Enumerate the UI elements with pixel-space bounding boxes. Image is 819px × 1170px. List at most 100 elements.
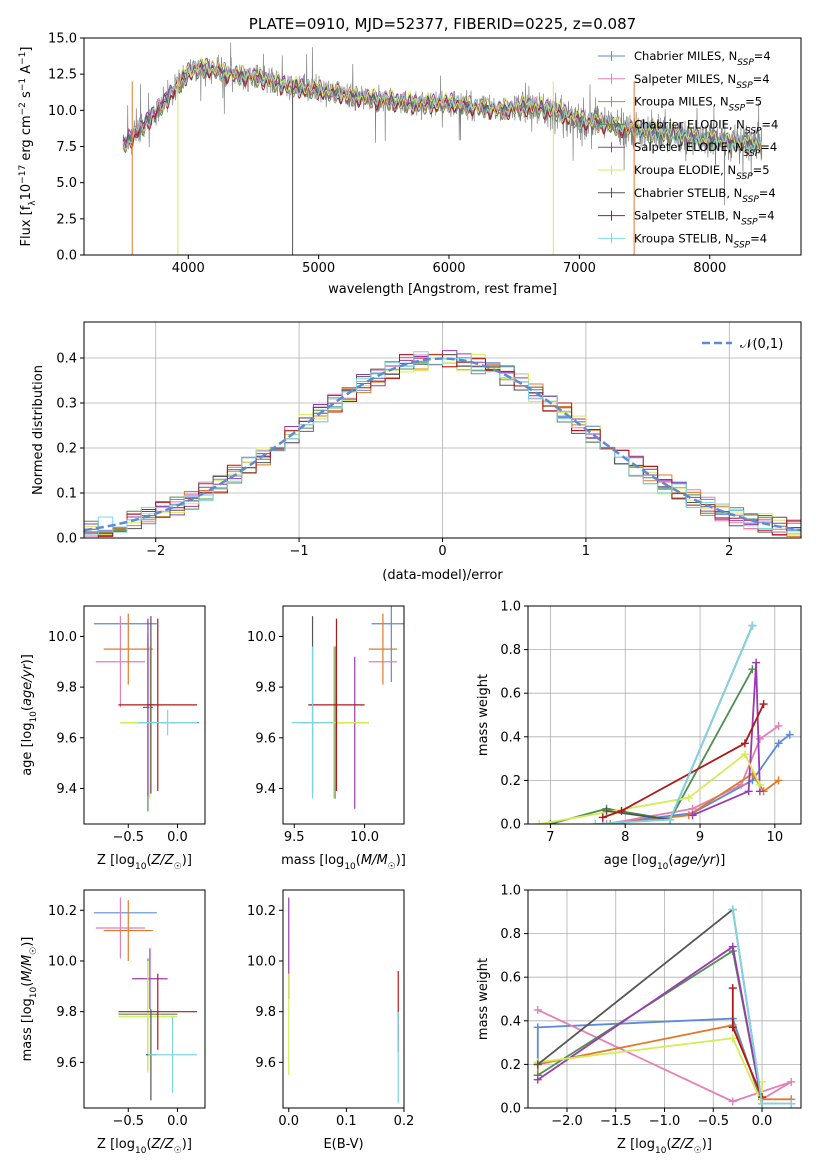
weight-marker <box>666 815 675 824</box>
weight-marker <box>740 739 749 748</box>
label-part: )] <box>702 1137 712 1152</box>
x-tick-label: 8000 <box>693 261 726 276</box>
label-part: Salpeter MILES, N <box>634 72 736 86</box>
y-tick-label: 0.2 <box>500 1058 521 1073</box>
y-tick-label: 10.0 <box>247 954 276 969</box>
x-tick-label: −2.0 <box>551 1114 583 1129</box>
label-part: Salpeter STELIB, N <box>634 209 741 223</box>
y-tick-label: 0.4 <box>500 1014 521 1029</box>
label-part: =5 <box>745 95 762 109</box>
y-tick-label: 0.0 <box>500 818 521 833</box>
x-tick-label: 0.0 <box>278 1114 299 1129</box>
legend-label: Chabrier STELIB, NSSP=4 <box>634 186 776 205</box>
weight-marker <box>728 905 737 914</box>
label-part: −17 <box>18 165 28 184</box>
label-part: =4 <box>758 209 775 223</box>
weight-marker <box>748 621 757 630</box>
label-part: ( <box>146 1137 151 1152</box>
label-part: 10 <box>29 986 39 998</box>
y-tick-label: 9.8 <box>255 681 276 696</box>
label-part: age/yr <box>20 663 35 706</box>
weight-marker <box>752 658 761 667</box>
label-part: ( <box>356 853 361 868</box>
weight-marker <box>774 739 783 748</box>
label-part: ☉ <box>174 862 182 872</box>
x-axis-label: mass [log10(M/M☉)] <box>281 853 406 872</box>
weight-marker <box>785 730 794 739</box>
y-tick-label: 15.0 <box>48 32 77 47</box>
spectrum-lines <box>122 42 763 255</box>
x-tick-label: 0.1 <box>336 1114 357 1129</box>
label-part: ☉ <box>174 1146 182 1156</box>
weight-marker <box>740 750 749 759</box>
y-tick-label: 9.6 <box>56 1056 77 1071</box>
label-part: Z/Z <box>151 853 175 868</box>
label-part: SSP <box>736 81 753 91</box>
chart-title: PLATE=0910, MJD=52377, FIBERID=0225, z=0… <box>249 15 636 33</box>
x-axis-label: Z [log10(Z/Z☉)] <box>97 1137 192 1156</box>
x-tick-label: 7 <box>546 830 554 845</box>
weight-marker <box>602 820 611 824</box>
legend-label: Kroupa ELODIE, NSSP=5 <box>634 163 770 182</box>
label-part: )] <box>20 654 35 664</box>
y-axis-label: mass weight <box>476 958 491 1040</box>
x-tick-label: 1 <box>582 544 590 559</box>
y-tick-label: 1.0 <box>500 884 521 899</box>
weight-marker <box>535 820 544 824</box>
label-part: SSP <box>741 218 758 228</box>
weight-marker <box>617 806 626 815</box>
axes-frame <box>527 605 802 825</box>
y-tick-label: 12.5 <box>48 68 77 83</box>
x-tick-label: 2 <box>725 544 733 559</box>
x-tick-label: −0.5 <box>112 830 144 845</box>
model-line <box>122 64 635 149</box>
y-tick-label: 0.1 <box>56 487 77 502</box>
x-tick-label: −0.5 <box>112 1114 144 1129</box>
label-part: =4 <box>753 72 770 86</box>
legend-label: Salpeter STELIB, NSSP=4 <box>634 209 775 228</box>
weight-marker <box>533 1023 542 1032</box>
x-axis-label: wavelength [Angstrom, rest frame] <box>328 282 557 297</box>
y-tick-label: 9.6 <box>56 731 77 746</box>
x-tick-label: 9.5 <box>284 830 305 845</box>
label-part: ( <box>666 1137 671 1152</box>
y-tick-label: 10.0 <box>48 630 77 645</box>
x-tick-label: 0.0 <box>752 1114 773 1129</box>
x-tick-label: 5000 <box>302 261 335 276</box>
y-tick-label: 0.0 <box>56 532 77 547</box>
x-tick-label: −1.5 <box>600 1114 632 1129</box>
label-part: )] <box>182 853 192 868</box>
label-part: SSP <box>734 240 751 250</box>
legend-label: Chabrier ELODIE, NSSP=4 <box>634 117 778 136</box>
label-part: SSP <box>742 195 759 205</box>
y-tick-label: 10.0 <box>48 954 77 969</box>
label-part: 10 <box>29 711 39 723</box>
label-part: SSP <box>736 172 753 182</box>
error-bars <box>288 897 399 1103</box>
x-axis-label: age [log10(age/yr)] <box>604 853 726 872</box>
weight-marker <box>774 721 783 730</box>
y-tick-label: 0.3 <box>56 397 77 412</box>
y-axis-label: Flux [fλ10−17 erg cm−2 s−1 A−1] <box>18 47 38 247</box>
y-tick-label: 10.2 <box>247 904 276 919</box>
label-part: s <box>19 91 34 102</box>
x-axis-label: Z [log10(Z/Z☉)] <box>97 853 192 872</box>
error-bars <box>93 613 200 812</box>
label-part: −1 <box>18 52 28 65</box>
label-part: ( <box>668 853 673 868</box>
label-part: Chabrier MILES, N <box>634 49 737 63</box>
error-bars <box>291 606 404 809</box>
y-tick-label: 0.4 <box>500 730 521 745</box>
x-tick-label: 7000 <box>563 261 596 276</box>
label-part: −1 <box>18 78 28 91</box>
label-part: λ <box>28 200 38 206</box>
label-part: ☉ <box>694 1146 702 1156</box>
label-part: )] <box>182 1137 192 1152</box>
label-part: Kroupa ELODIE, N <box>634 163 736 177</box>
y-tick-label: 0.2 <box>500 774 521 789</box>
y-tick-label: 9.8 <box>56 1005 77 1020</box>
label-part: Chabrier STELIB, N <box>634 186 742 200</box>
y-tick-label: 10.0 <box>247 630 276 645</box>
y-tick-label: 0.0 <box>56 249 77 264</box>
label-part: Z [log <box>97 853 135 868</box>
